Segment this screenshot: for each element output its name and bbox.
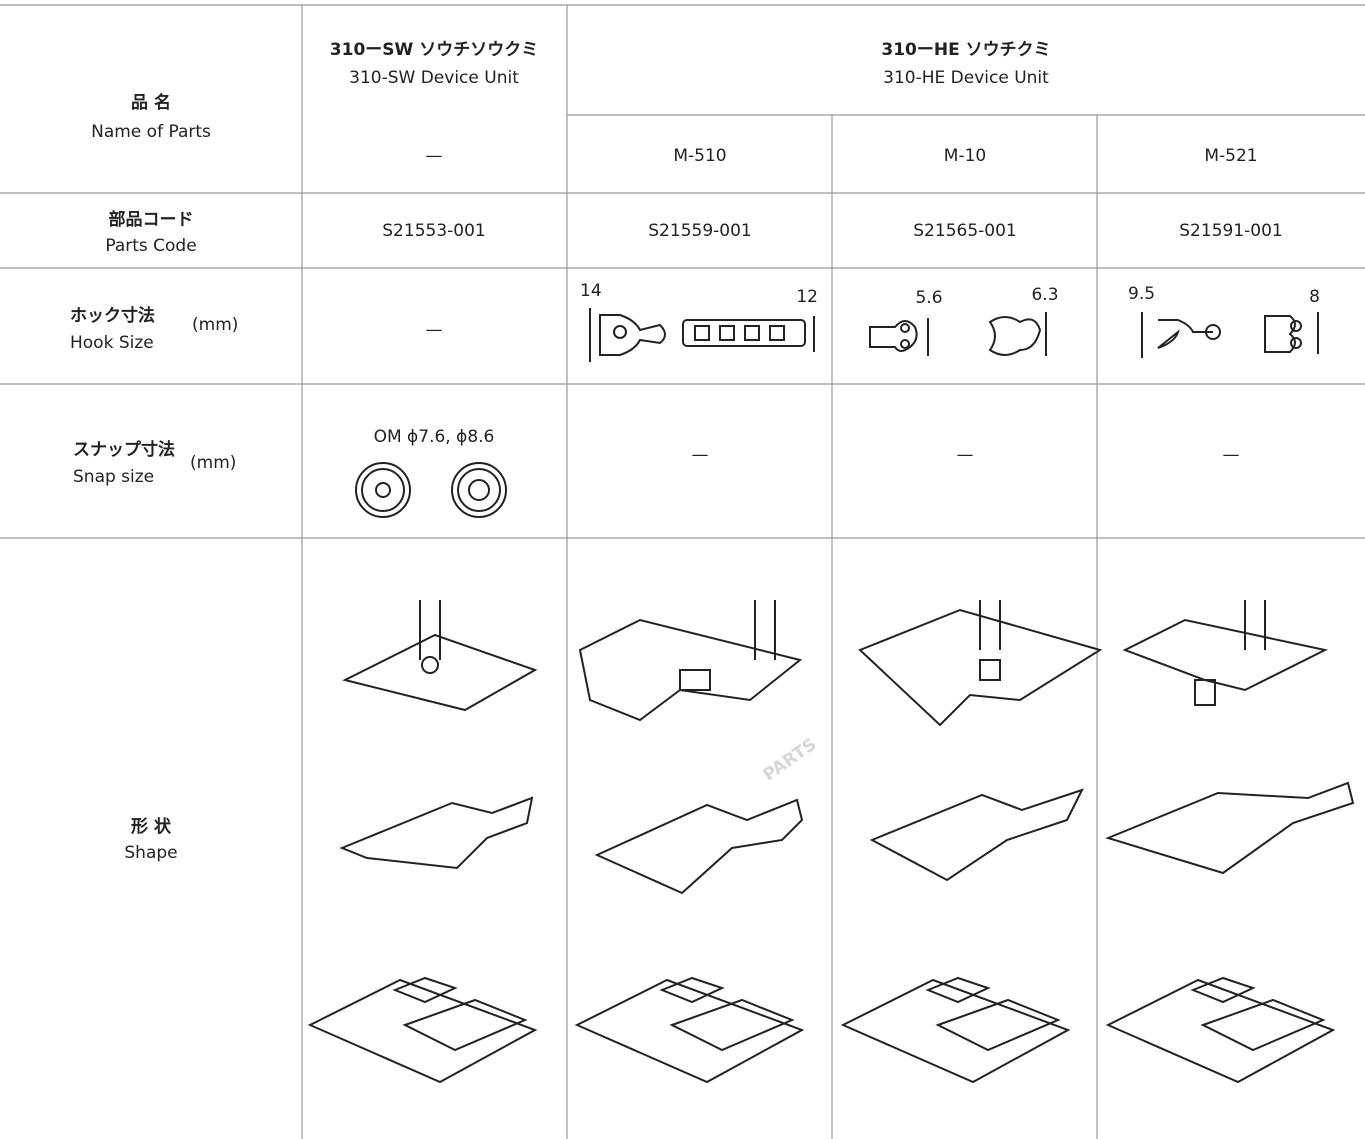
unit: (mm) bbox=[190, 453, 236, 473]
model: M-521 bbox=[1204, 146, 1257, 166]
parts-code: S21559-001 bbox=[648, 221, 751, 241]
dimension: 9.5 bbox=[1128, 284, 1155, 304]
snap-drawings bbox=[355, 462, 507, 518]
label-en: Snap size bbox=[73, 467, 154, 487]
label-en: Name of Parts bbox=[91, 122, 211, 142]
parts-code: S21553-001 bbox=[382, 221, 485, 241]
dimension: 14 bbox=[580, 281, 602, 301]
snap-size: — bbox=[692, 445, 709, 465]
label-en: Parts Code bbox=[105, 236, 196, 256]
parts-code: S21591-001 bbox=[1179, 221, 1282, 241]
model: M-10 bbox=[944, 146, 986, 166]
label-ja: ホック寸法 bbox=[70, 305, 155, 326]
snap-size: OM ϕ7.6, ϕ8.6 bbox=[374, 427, 495, 447]
group-en: 310-HE Device Unit bbox=[883, 68, 1049, 88]
group-ja: 310ーHE ソウチクミ bbox=[881, 40, 1050, 60]
snap-size: — bbox=[957, 445, 974, 465]
none: — bbox=[426, 320, 443, 340]
parts-code: S21565-001 bbox=[913, 221, 1016, 241]
group-en: 310-SW Device Unit bbox=[349, 68, 519, 88]
watermark: PARTS bbox=[760, 735, 821, 786]
group-ja: 310ーSW ソウチソウクミ bbox=[330, 40, 538, 60]
dimension: 5.6 bbox=[915, 288, 942, 308]
hook-drawings bbox=[589, 308, 1319, 362]
label-en: Shape bbox=[124, 843, 177, 863]
label-ja: 品 名 bbox=[131, 92, 171, 113]
table-grid bbox=[0, 4, 1365, 1139]
model: — bbox=[426, 146, 443, 166]
label-en: Hook Size bbox=[70, 333, 154, 353]
label-ja: 形 状 bbox=[131, 816, 172, 837]
label-ja: スナップ寸法 bbox=[73, 439, 175, 460]
dimension: 6.3 bbox=[1031, 285, 1058, 305]
dimension: 8 bbox=[1309, 287, 1320, 307]
model: M-510 bbox=[673, 146, 726, 166]
snap-size: — bbox=[1223, 445, 1240, 465]
shape-drawings bbox=[307, 600, 1355, 1084]
label-ja: 部品コード bbox=[109, 209, 194, 230]
unit: (mm) bbox=[192, 315, 238, 335]
dimension: 12 bbox=[796, 287, 818, 307]
